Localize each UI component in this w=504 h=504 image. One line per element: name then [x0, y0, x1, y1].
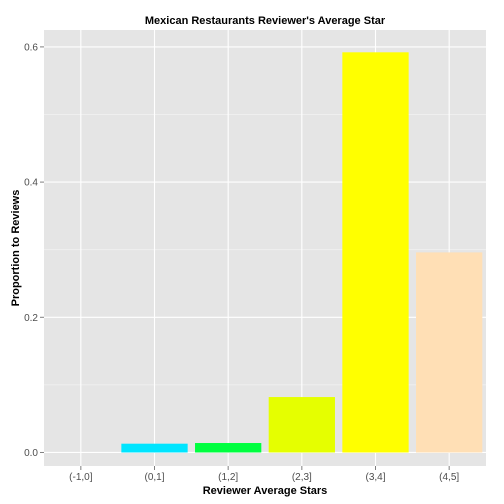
x-axis: (-1,0] (0,1] (1,2] (2,3] (3,4] (4,5] [69, 466, 459, 483]
x-tick-label: (4,5] [439, 472, 459, 483]
y-tick-label: 0.2 [24, 313, 38, 324]
y-axis-title: Proportion to Reviews [10, 190, 22, 307]
x-tick-label: (-1,0] [69, 472, 93, 483]
bar-2 [195, 443, 262, 453]
x-tick-label: (1,2] [218, 472, 238, 483]
y-tick-label: 0.4 [24, 178, 38, 189]
bars [121, 52, 483, 453]
x-tick-label: (3,4] [365, 472, 385, 483]
y-axis: 0.0 0.2 0.4 0.6 [24, 42, 44, 459]
bar-1 [121, 443, 188, 453]
minor-gridlines [44, 114, 486, 386]
chart-title: Mexican Restaurants Reviewer's Average S… [145, 15, 386, 27]
bar-5 [416, 252, 483, 453]
x-axis-title: Reviewer Average Stars [203, 485, 328, 497]
bar-4 [342, 52, 409, 453]
plot-panel [44, 30, 486, 466]
bar-3 [268, 397, 335, 453]
y-tick-label: 0.6 [24, 42, 38, 53]
major-gridlines [44, 30, 486, 466]
x-tick-label: (0,1] [144, 472, 164, 483]
x-tick-label: (2,3] [292, 472, 312, 483]
y-tick-label: 0.0 [24, 448, 38, 459]
